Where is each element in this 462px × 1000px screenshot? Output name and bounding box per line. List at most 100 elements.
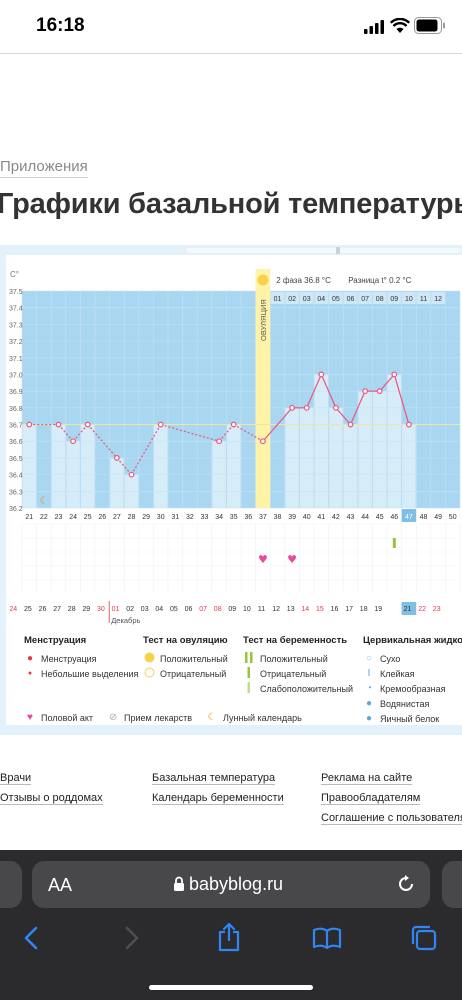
today-date-highlight [401, 602, 417, 615]
temperature-line-segment [320, 374, 337, 409]
month-label: Декабрь [111, 616, 140, 625]
horizontal-scrollbar[interactable] [186, 248, 461, 253]
cycle-day-label: 47 [405, 514, 413, 521]
legend-item-watery: ● Водянистая [363, 696, 462, 711]
reload-icon[interactable] [396, 874, 416, 894]
y-tick-label: 37.2 [9, 339, 23, 346]
legend-label: Лунный календарь [223, 712, 302, 723]
temperature-point [55, 421, 62, 428]
phase2-day-cell [314, 292, 329, 304]
legend-label: Кремообразная [380, 683, 446, 694]
temperature-line-segment [306, 374, 322, 409]
cycle-day-label: 42 [332, 514, 340, 521]
footer-link-user-agreement[interactable]: Соглашение с пользователями [321, 812, 462, 825]
date-label: 05 [170, 606, 178, 613]
temperature-point [70, 438, 76, 445]
temperature-line-segment [87, 424, 118, 459]
temperature-bar [226, 424, 241, 508]
single-bar-icon [243, 666, 255, 681]
ovulation-sun-icon [257, 274, 269, 286]
status-time: 16:18 [36, 15, 85, 36]
moon-icon: ☾ [39, 496, 48, 507]
cycle-day-label: 31 [171, 514, 179, 521]
cycle-day-label: 48 [420, 514, 428, 521]
cycle-day-label: 34 [215, 514, 223, 521]
temperature-bar [110, 457, 124, 508]
url-text[interactable]: babyblog.ru [189, 874, 284, 894]
date-label: 06 [185, 606, 193, 613]
next-tab-pill[interactable] [442, 861, 462, 908]
temperature-point [318, 371, 325, 378]
sticky-icon: I [367, 668, 371, 679]
back-icon[interactable] [22, 926, 42, 950]
scrollbar-thumb[interactable] [336, 247, 340, 254]
phase2-day-cell [416, 292, 431, 304]
date-label: 27 [53, 606, 61, 613]
legend-label: Клейкая [380, 668, 415, 679]
double-bar-icon [243, 651, 255, 666]
legend-cervical-title: Цервикальная жидкость [363, 635, 462, 646]
temperature-point [289, 404, 296, 411]
temperature-bar [402, 424, 416, 508]
date-label: 16 [331, 606, 339, 613]
date-label: 21 [404, 606, 412, 613]
date-label: 22 [418, 606, 426, 613]
previous-tab-pill[interactable] [0, 861, 22, 908]
legend-item-eggwhite: ● Яичный белок [363, 711, 462, 726]
y-tick-label: 36.9 [9, 389, 23, 396]
date-label: 13 [287, 606, 295, 613]
date-label: 28 [68, 606, 76, 613]
phase2-day-cell [343, 292, 358, 304]
temperature-point [376, 388, 383, 395]
temperature-point [26, 421, 33, 428]
temperature-point [128, 471, 135, 478]
footer-link-doctors[interactable]: Врачи [0, 772, 32, 785]
breadcrumb-link[interactable]: Приложения [0, 158, 88, 178]
footer-link-maternity-reviews[interactable]: Отзывы о роддомах [0, 792, 103, 805]
home-indicator [149, 985, 313, 990]
legend-cervical: Цервикальная жидкость ○ Сухо I Клейкая ◔ Кр… [363, 635, 462, 726]
legend-label: Яичный белок [380, 713, 440, 724]
cellular-signal-icon [364, 20, 384, 34]
temperature-bar [51, 424, 66, 508]
creamy-icon: ◔ [365, 683, 373, 694]
share-icon[interactable] [216, 922, 242, 952]
cycle-day-label: 44 [361, 514, 369, 521]
y-tick-label: 37.5 [9, 289, 23, 296]
forward-icon[interactable] [122, 926, 142, 950]
footer-link-rightholders[interactable]: Правообладателям [321, 792, 421, 805]
weak-bar-icon [243, 681, 255, 696]
reader-settings-button[interactable]: AA [48, 875, 73, 895]
bookmarks-icon[interactable] [312, 926, 342, 950]
temperature-point [303, 404, 310, 411]
ovulation-column [255, 269, 271, 508]
date-label: 19 [374, 606, 382, 613]
temperature-point [362, 388, 369, 395]
blood-drop-icon: ● [26, 653, 34, 664]
legend-item-intercourse: ♥ Половой акт [24, 710, 93, 725]
date-label: 30 [97, 606, 105, 613]
footer-link-basal-temp[interactable]: Базальная температура [152, 772, 276, 785]
legend-label: Слабоположительный [260, 683, 354, 694]
phase2-day-label: 07 [361, 296, 369, 303]
cycle-day-label: 46 [390, 514, 398, 521]
address-bar[interactable] [32, 861, 430, 908]
footer-link-advertising[interactable]: Реклама на сайте [321, 772, 413, 785]
temperature-line-segment [335, 407, 351, 425]
sun-filled-icon [143, 652, 155, 666]
tabs-icon[interactable] [410, 924, 438, 952]
y-tick-label: 36.4 [9, 473, 23, 480]
cycle-day-label: 49 [434, 514, 442, 521]
legend-pregnancy-test: Тест на беременность Положительный Отриц… [243, 635, 353, 696]
lock-icon [174, 876, 184, 891]
legend-item-ovu-negative: Отрицательный [143, 666, 228, 681]
phase2-day-label: 05 [332, 296, 340, 303]
cycle-day-label: 30 [157, 514, 165, 521]
legend-item-preg-positive: Положительный [243, 651, 353, 666]
legend-item-preg-negative: Отрицательный [243, 666, 353, 681]
today-day-highlight [401, 509, 417, 522]
phase2-day-label: 12 [434, 296, 442, 303]
footer-link-pregnancy-calendar[interactable]: Календарь беременности [152, 792, 284, 805]
top-divider [0, 53, 462, 54]
date-label: 11 [258, 606, 265, 613]
